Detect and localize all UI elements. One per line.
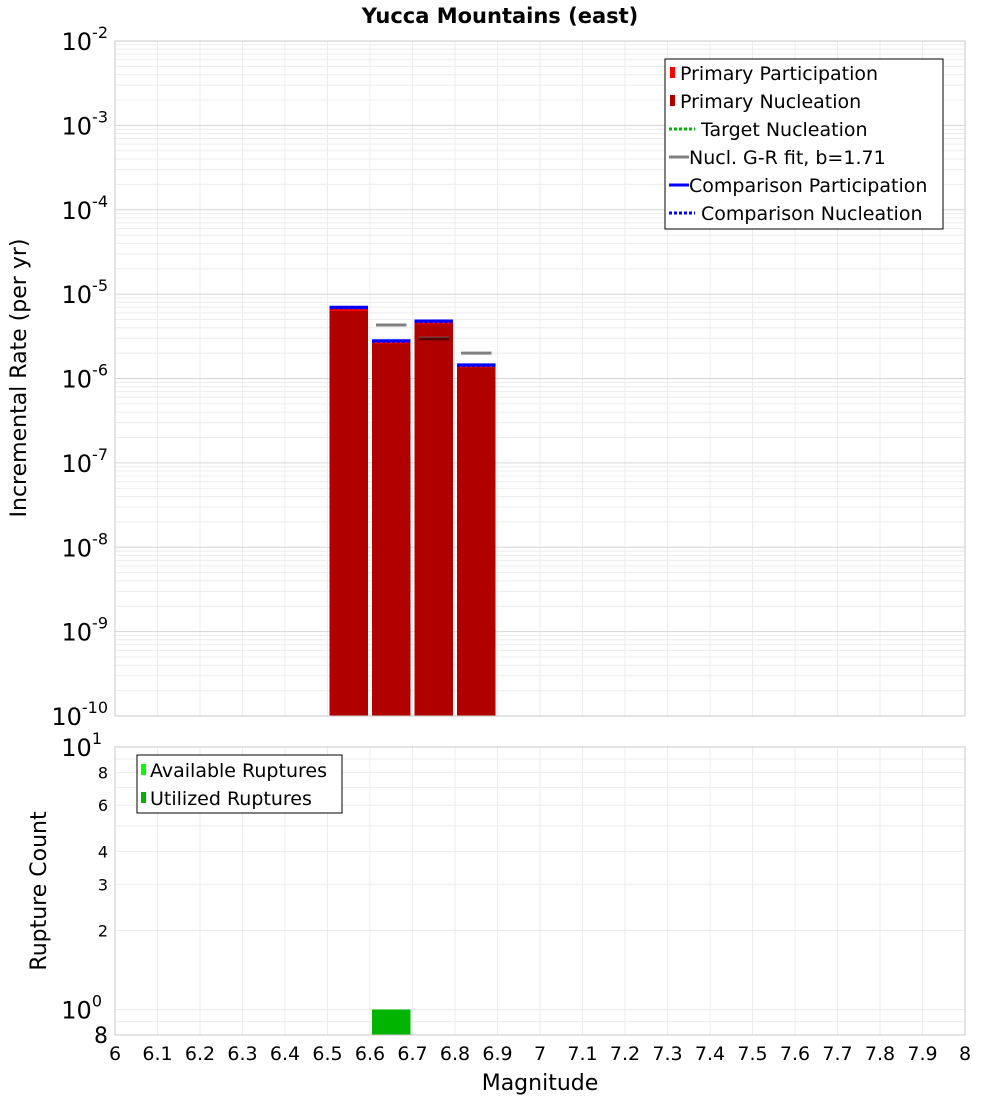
magnitude-tick-label: 7.4 — [695, 1043, 725, 1065]
magnitude-tick-label: 7.1 — [567, 1043, 597, 1065]
rate-plot-bars — [329, 308, 496, 716]
primary-nucleation-bar — [457, 367, 496, 716]
rate-y-tick-label: 10-7 — [62, 445, 109, 478]
magnitude-tick-label: 7 — [534, 1043, 546, 1065]
magnitude-tick-label: 6 — [109, 1043, 121, 1065]
rate-y-tick-label: 10-5 — [62, 276, 109, 309]
magnitude-tick-label: 6.7 — [397, 1043, 427, 1065]
magnitude-x-tick-labels: 6 6.1 6.2 6.3 6.4 6.5 6.6 6.7 6.8 6.9 7 7.1 7.2 7.3 7.… — [109, 1043, 971, 1065]
rate-plot-panel: 10-2 10-3 10-4 10-5 10-6 10-7 10-8 10-9 10-10 In… — [7, 23, 966, 731]
count-y-tick-label: 8 — [94, 1024, 108, 1049]
rate-y-tick-label: 10-9 — [62, 614, 109, 647]
rate-y-tick-label: 10-8 — [62, 529, 109, 562]
count-y-tick-label: 3 — [98, 875, 108, 894]
count-y-tick-label: 6 — [98, 796, 108, 815]
rate-y-tick-label: 10-4 — [62, 192, 109, 225]
count-legend-box — [136, 754, 343, 814]
magnitude-tick-label: 7.9 — [907, 1043, 937, 1065]
count-y-tick-label: 101 — [61, 729, 102, 762]
legend-label: Available Ruptures — [150, 760, 327, 782]
magnitude-tick-label: 7.3 — [652, 1043, 682, 1065]
count-y-tick-label: 2 — [98, 922, 108, 941]
magnitude-tick-label: 7.2 — [610, 1043, 640, 1065]
legend-label: Primary Nucleation — [680, 91, 861, 113]
magnitude-tick-label: 7.8 — [865, 1043, 895, 1065]
rate-y-tick-labels: 10-2 10-3 10-4 10-5 10-6 10-7 10-8 10-9 10-10 — [51, 23, 108, 731]
legend-swatch-bar — [670, 67, 675, 78]
legend-label: Utilized Ruptures — [150, 788, 312, 810]
count-y-tick-label: 100 — [61, 992, 102, 1025]
legend-label: Nucl. G-R fit, b=1.71 — [689, 147, 886, 169]
rupture-count-bars — [372, 1009, 411, 1035]
magnitude-tick-label: 7.5 — [737, 1043, 767, 1065]
count-y-tick-label: 4 — [98, 842, 108, 861]
rate-plot-line-marks — [329, 305, 496, 368]
legend-swatch-bar — [141, 764, 146, 775]
magnitude-tick-label: 6.3 — [227, 1043, 257, 1065]
magnitude-tick-label: 6.6 — [355, 1043, 385, 1065]
magnitude-tick-label: 8 — [959, 1043, 971, 1065]
rupture-count-legend: Available Ruptures Utilized Ruptures — [136, 754, 343, 814]
magnitude-tick-label: 7.6 — [780, 1043, 810, 1065]
rupture-count-y-axis-label: Rupture Count — [27, 811, 52, 971]
rate-legend-box — [664, 58, 944, 230]
magnitude-tick-label: 6.4 — [270, 1043, 300, 1065]
rate-y-tick-label: 10-3 — [62, 107, 109, 140]
utilized-ruptures-bar — [372, 1009, 411, 1035]
primary-nucleation-bar — [329, 311, 368, 716]
magnitude-tick-label: 6.1 — [142, 1043, 172, 1065]
chart-title: Yucca Mountains (east) — [361, 4, 639, 28]
count-y-tick-label: 8 — [98, 763, 108, 782]
legend-swatch-bar — [141, 792, 146, 803]
primary-nucleation-bar — [414, 324, 453, 716]
legend-label: Comparison Participation — [689, 175, 927, 197]
magnitude-tick-label: 6.9 — [482, 1043, 512, 1065]
rate-legend: Primary Participation Primary Nucleation T… — [664, 58, 944, 230]
legend-swatch-bar — [670, 95, 675, 106]
primary-nucleation-bar — [372, 343, 411, 716]
magnitude-tick-label: 7.7 — [822, 1043, 852, 1065]
magnitude-x-axis-label: Magnitude — [482, 1071, 599, 1096]
rate-y-tick-label: 10-10 — [51, 698, 108, 731]
magnitude-tick-label: 6.8 — [440, 1043, 470, 1065]
legend-label: Primary Participation — [680, 63, 878, 85]
rate-y-tick-label: 10-2 — [62, 23, 109, 56]
legend-label: Comparison Nucleation — [701, 203, 923, 225]
magnitude-tick-label: 6.2 — [185, 1043, 215, 1065]
rate-y-tick-label: 10-6 — [62, 361, 109, 394]
magnitude-tick-label: 6.5 — [312, 1043, 342, 1065]
legend-label: Target Nucleation — [700, 119, 868, 141]
rate-y-axis-label: Incremental Rate (per yr) — [7, 239, 32, 518]
